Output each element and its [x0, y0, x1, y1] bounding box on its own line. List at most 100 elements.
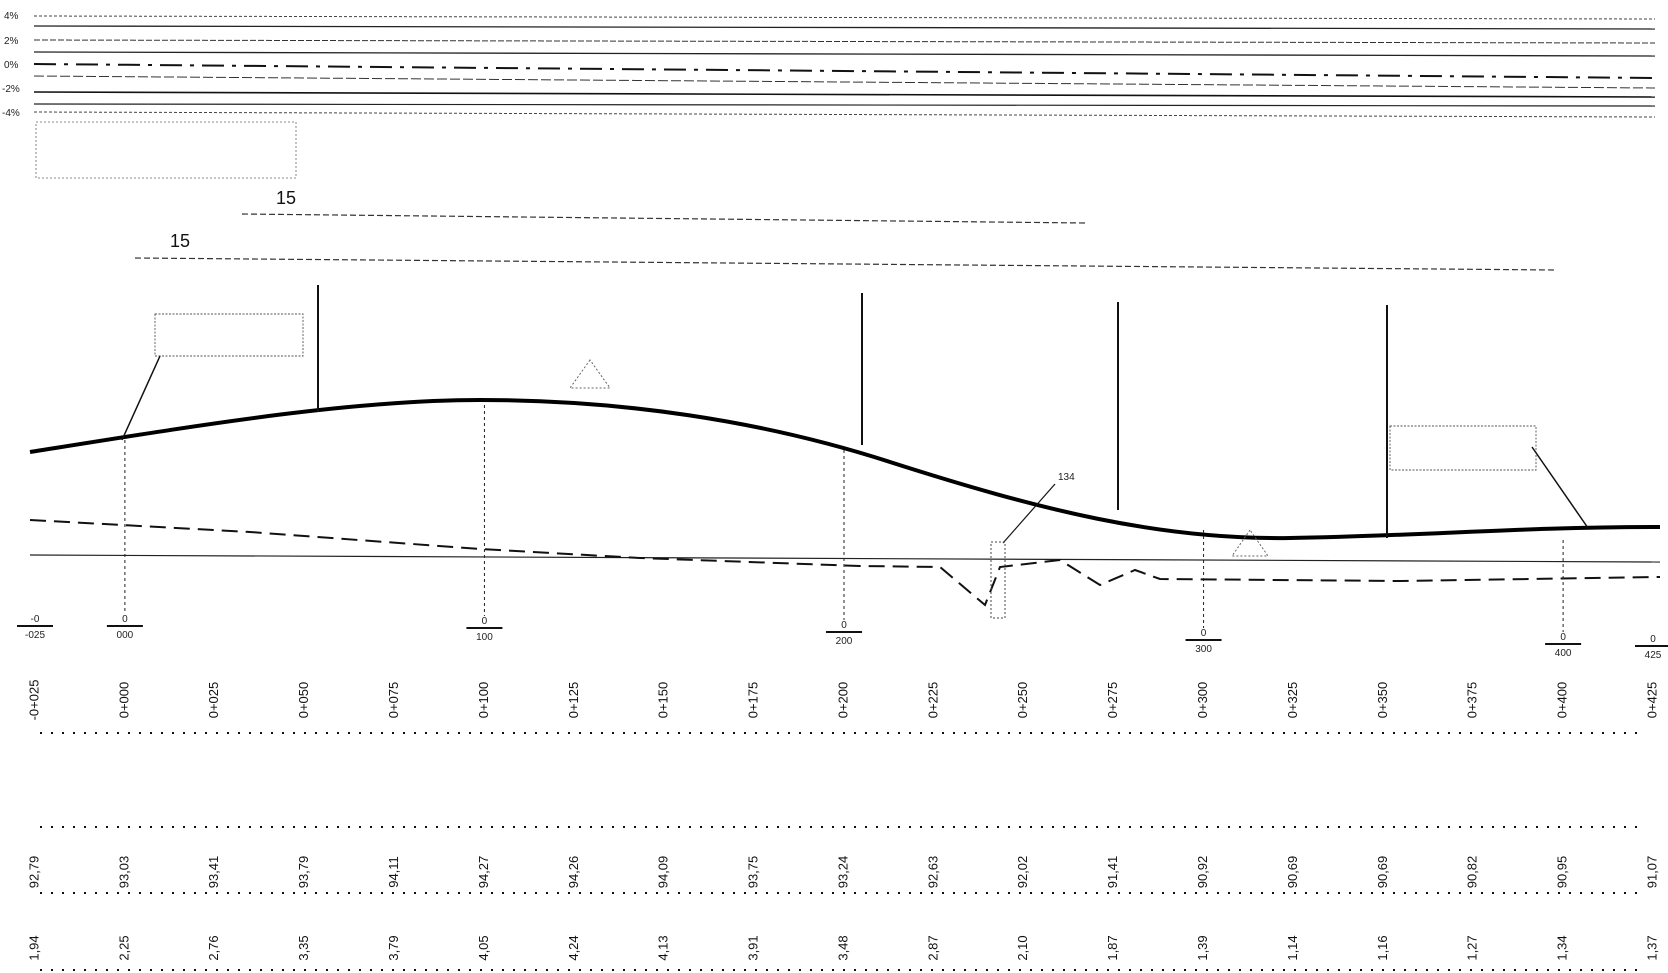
depth-label: 2,76	[206, 935, 221, 960]
callout-left-leader	[121, 355, 161, 441]
depth-label: 1,14	[1285, 935, 1300, 960]
slope-line-5	[33, 75, 1656, 89]
depth-label: 1,87	[1105, 935, 1120, 960]
milestone-top-label: 0	[122, 614, 128, 625]
vertex-marker-triangle-icon	[569, 359, 611, 389]
dimension-line-1	[241, 213, 1086, 224]
slope-label-minus-2: -2%	[2, 84, 20, 95]
milestone-bottom-label: -025	[25, 630, 45, 641]
milestone-bottom-label: 400	[1555, 648, 1572, 659]
station-label: 0+000	[116, 682, 131, 719]
culvert-marker	[990, 541, 1006, 619]
profile-area: 134	[29, 285, 1661, 619]
dimension-label-1: 15	[276, 188, 296, 208]
slope-scale: 4% 2% 0% -2% -4%	[2, 11, 1656, 179]
slope-line-1	[33, 15, 1656, 20]
elevation-label: 94,09	[656, 856, 671, 889]
station-label: 0+200	[835, 682, 850, 719]
elevation-label: 93,75	[746, 856, 761, 889]
callout-left-box	[154, 313, 304, 357]
station-label: 0+125	[566, 682, 581, 719]
depth-label: 1,37	[1644, 935, 1659, 960]
slope-line-axis	[33, 63, 1656, 79]
elevation-label: 94,27	[476, 856, 491, 889]
elevation-label: 91,07	[1644, 856, 1659, 889]
callout-right-box	[1389, 425, 1537, 471]
milestone-bottom-label: 100	[476, 632, 493, 643]
point-label-134: 134	[1058, 472, 1075, 483]
depth-label: 1,16	[1375, 935, 1390, 960]
callout-right-leader	[1531, 446, 1589, 529]
depth-label: 4,24	[566, 935, 581, 960]
callout-right	[1389, 425, 1589, 529]
terrain-profile-line	[29, 519, 1661, 607]
elevation-label: 93,03	[116, 856, 131, 889]
milestone-bottom-label: 000	[117, 630, 134, 641]
station-label: 0+075	[386, 682, 401, 719]
station-label: 0+425	[1644, 682, 1659, 719]
slope-label-2: 2%	[4, 36, 19, 47]
depth-label: 1,27	[1465, 935, 1480, 960]
milestone-top-label: 0	[482, 616, 488, 627]
elevation-label: 90,69	[1375, 856, 1390, 889]
elevation-label: 92,63	[925, 856, 940, 889]
elevation-label: 92,79	[26, 856, 41, 889]
depth-label: 4,13	[656, 935, 671, 960]
elevation-label: 93,41	[206, 856, 221, 889]
milestone-top-label: -0	[31, 614, 40, 625]
slope-label-4: 4%	[4, 11, 19, 22]
band-dot-rows	[40, 732, 1640, 971]
slope-label-0: 0%	[4, 60, 19, 71]
station-label: 0+375	[1465, 682, 1480, 719]
milestone-bottom-label: 200	[836, 636, 853, 647]
station-label: 0+150	[656, 682, 671, 719]
station-label: 0+050	[296, 682, 311, 719]
road-profile-line	[29, 397, 1661, 541]
elevation-label: 92,02	[1015, 856, 1030, 889]
slope-line-8	[33, 111, 1656, 118]
depth-label: 3,35	[296, 935, 311, 960]
point-label-leader	[1002, 483, 1056, 544]
elevation-label: 94,26	[566, 856, 581, 889]
depth-label: 3,79	[386, 935, 401, 960]
elevation-label: 90,69	[1285, 856, 1300, 889]
elevation-label: 90,82	[1465, 856, 1480, 889]
depth-label: 1,39	[1195, 935, 1210, 960]
depth-label: 2,25	[116, 935, 131, 960]
datum-line	[29, 554, 1661, 563]
milestone-bottom-label: 300	[1195, 644, 1212, 655]
station-label: 0+100	[476, 682, 491, 719]
depth-label: 4,05	[476, 935, 491, 960]
depth-label: 1,94	[26, 935, 41, 960]
milestone-top-label: 0	[1201, 628, 1207, 639]
depth-label: 2,87	[925, 935, 940, 960]
elevation-label: 90,95	[1555, 856, 1570, 889]
station-label: 0+400	[1555, 682, 1570, 719]
callout-left	[121, 313, 304, 441]
station-label: 0+250	[1015, 682, 1030, 719]
elevation-labels: 92,79 93,03 93,41 93,79 94,11 94,27 94,26 94,09…	[26, 856, 1659, 889]
elevation-label: 94,11	[386, 856, 401, 888]
slope-label-minus-4: -4%	[2, 108, 20, 119]
milestone-top-label: 0	[1650, 634, 1656, 645]
station-label: -0+025	[26, 680, 41, 721]
station-label: 0+325	[1285, 682, 1300, 719]
dimension-lines: 15 15	[134, 188, 1556, 271]
milestone-bottom-label: 425	[1645, 650, 1662, 661]
station-label: 0+300	[1195, 682, 1210, 719]
station-labels: -0+025 0+000 0+025 0+050 0+075 0+100 0+125 0+15…	[26, 680, 1659, 721]
milestone-top-label: 0	[841, 620, 847, 631]
slope-line-7	[33, 103, 1656, 107]
depth-label: 3,48	[835, 935, 850, 960]
depth-label: 2,10	[1015, 935, 1030, 960]
slope-line-2	[33, 25, 1656, 30]
station-label: 0+225	[925, 682, 940, 719]
elevation-label: 93,79	[296, 856, 311, 889]
depth-label: 3,91	[746, 935, 761, 960]
dimension-label-2: 15	[170, 231, 190, 251]
slope-line-4	[33, 51, 1656, 57]
station-label: 0+350	[1375, 682, 1390, 719]
sag-marker-triangle-icon	[1231, 529, 1269, 557]
